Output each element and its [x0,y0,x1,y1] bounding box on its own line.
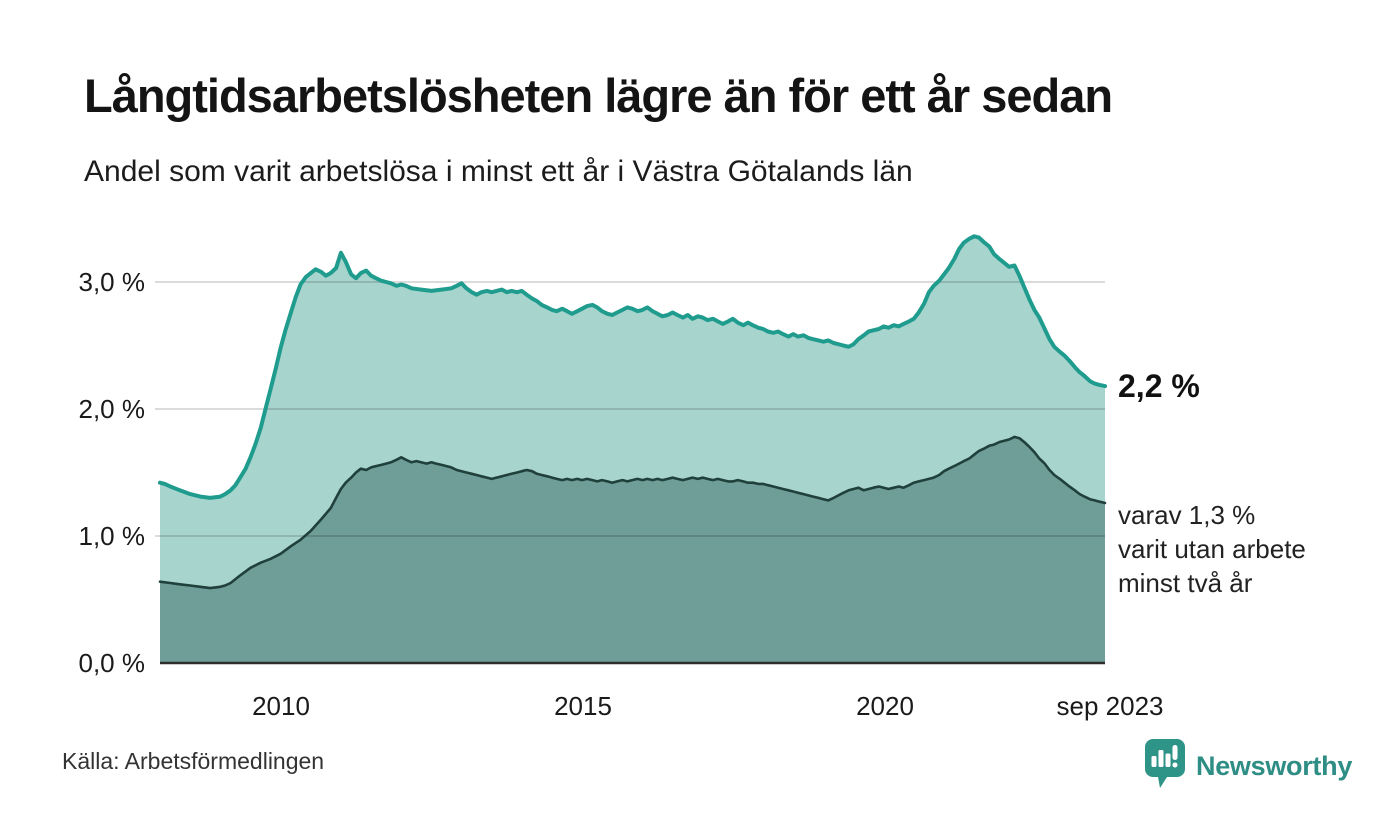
newsworthy-logo: Newsworthy [1144,736,1394,796]
y-tick-label-0: 0,0 % [78,648,146,678]
y-tick-label-1: 1,0 % [78,521,146,551]
newsworthy-logo-text: Newsworthy [1196,750,1353,781]
subseries-label-line3: minst två år [1118,568,1253,598]
logo-bar-2 [1158,750,1164,767]
y-tick-label-3: 3,0 % [78,267,146,297]
chart-gridlines [155,281,1105,537]
area-series-1 [160,436,1105,663]
logo-exclamation-dot [1172,762,1178,768]
x-tick-label-2015: 2015 [554,691,612,721]
latest-value-label: 2,2 % [1118,368,1200,404]
logo-exclamation-bar [1172,745,1178,760]
subseries-label-line2: varit utan arbete [1118,534,1306,564]
source-credit: Källa: Arbetsförmedlingen [62,748,325,774]
chart-lines [158,234,1107,590]
logo-bubble-shape [1145,739,1185,788]
chart-areas [160,236,1105,664]
line-series-0 [158,234,1107,500]
page-title: Långtidsarbetslösheten lägre än för ett … [84,69,1113,122]
logo-bar-1 [1151,756,1157,767]
x-tick-label-2020: 2020 [856,691,914,721]
x-tick-label-sep-2023: sep 2023 [1056,691,1164,721]
logo-bar-3 [1165,753,1171,767]
x-tick-label-2010: 2010 [252,691,310,721]
subseries-label-line1: varav 1,3 % [1118,500,1256,530]
y-tick-label-2: 2,0 % [78,394,146,424]
newsworthy-logo-icon [1145,739,1185,788]
line-series-1 [158,435,1107,590]
page-subtitle: Andel som varit arbetslösa i minst ett å… [84,155,913,188]
